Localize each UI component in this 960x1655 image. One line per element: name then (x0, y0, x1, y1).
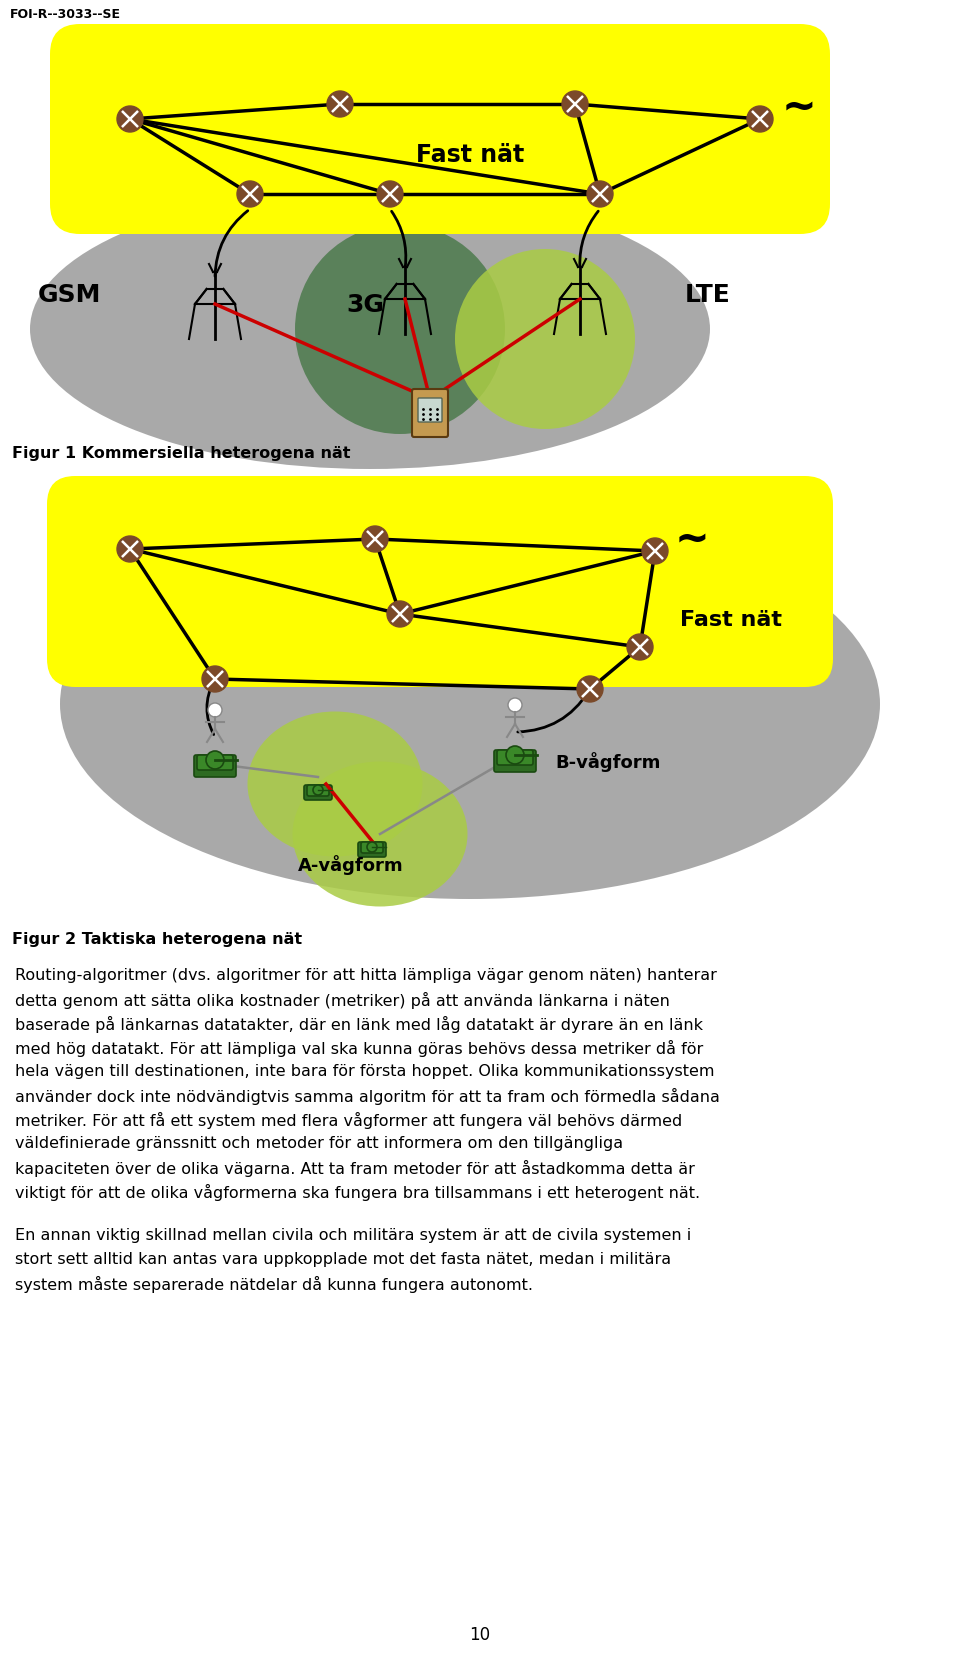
Text: Fast nät: Fast nät (416, 142, 524, 167)
Circle shape (577, 677, 603, 703)
FancyBboxPatch shape (50, 25, 830, 235)
FancyBboxPatch shape (412, 391, 448, 437)
Text: med hög datatakt. För att lämpliga val ska kunna göras behövs dessa metriker då : med hög datatakt. För att lämpliga val s… (15, 1039, 704, 1056)
Circle shape (587, 182, 613, 209)
Text: 10: 10 (469, 1625, 491, 1643)
FancyBboxPatch shape (304, 786, 332, 801)
Circle shape (313, 786, 323, 796)
Text: detta genom att sätta olika kostnader (metriker) på att använda länkarna i näten: detta genom att sätta olika kostnader (m… (15, 991, 670, 1008)
Circle shape (506, 746, 524, 765)
FancyBboxPatch shape (197, 756, 233, 771)
Text: ~: ~ (782, 88, 817, 129)
Circle shape (387, 602, 413, 627)
FancyBboxPatch shape (47, 477, 833, 687)
Text: ~: ~ (675, 518, 709, 561)
Text: kapaciteten över de olika vägarna. Att ta fram metoder för att åstadkomma detta : kapaciteten över de olika vägarna. Att t… (15, 1158, 695, 1177)
Circle shape (508, 698, 522, 713)
Text: Fast nät: Fast nät (680, 609, 782, 629)
Text: 3G: 3G (346, 293, 384, 316)
Text: LTE: LTE (685, 283, 731, 306)
Text: FOI-R--3033--SE: FOI-R--3033--SE (10, 8, 121, 22)
Circle shape (367, 842, 377, 852)
Ellipse shape (293, 761, 468, 907)
Circle shape (642, 538, 668, 564)
Circle shape (206, 751, 224, 770)
Text: Figur 2 Taktiska heterogena nät: Figur 2 Taktiska heterogena nät (12, 932, 302, 947)
Ellipse shape (248, 712, 422, 857)
Text: A-vågform: A-vågform (298, 854, 403, 874)
Text: Figur 1 Kommersiella heterogena nät: Figur 1 Kommersiella heterogena nät (12, 445, 350, 460)
Text: system måste separerade nätdelar då kunna fungera autonomt.: system måste separerade nätdelar då kunn… (15, 1276, 533, 1293)
Circle shape (117, 536, 143, 563)
FancyBboxPatch shape (497, 751, 533, 766)
Circle shape (237, 182, 263, 209)
Text: GSM: GSM (38, 283, 102, 306)
Circle shape (202, 667, 228, 692)
FancyBboxPatch shape (194, 756, 236, 778)
Text: metriker. För att få ett system med flera vågformer att fungera väl behövs därme: metriker. För att få ett system med fler… (15, 1111, 683, 1129)
Text: använder dock inte nödvändigtvis samma algoritm för att ta fram och förmedla såd: använder dock inte nödvändigtvis samma a… (15, 1087, 720, 1104)
Text: viktigt för att de olika vågformerna ska fungera bra tillsammans i ett heterogen: viktigt för att de olika vågformerna ska… (15, 1183, 700, 1200)
Ellipse shape (455, 250, 635, 430)
Text: B-vågform: B-vågform (555, 751, 660, 771)
Text: väldefinierade gränssnitt och metoder för att informera om den tillgängliga: väldefinierade gränssnitt och metoder fö… (15, 1135, 623, 1150)
Ellipse shape (60, 510, 880, 899)
Text: hela vägen till destinationen, inte bara för första hoppet. Olika kommunikations: hela vägen till destinationen, inte bara… (15, 1064, 714, 1079)
Text: stort sett alltid kan antas vara uppkopplade mot det fasta nätet, medan i militä: stort sett alltid kan antas vara uppkopp… (15, 1251, 671, 1266)
Circle shape (117, 108, 143, 132)
Ellipse shape (295, 225, 505, 435)
Text: baserade på länkarnas datatakter, där en länk med låg datatakt är dyrare än en l: baserade på länkarnas datatakter, där en… (15, 1016, 703, 1033)
Circle shape (377, 182, 403, 209)
FancyBboxPatch shape (307, 786, 329, 796)
Ellipse shape (30, 190, 710, 470)
Circle shape (627, 634, 653, 660)
FancyBboxPatch shape (494, 751, 536, 773)
Text: En annan viktig skillnad mellan civila och militära system är att de civila syst: En annan viktig skillnad mellan civila o… (15, 1228, 691, 1243)
FancyBboxPatch shape (361, 842, 383, 854)
FancyBboxPatch shape (418, 399, 442, 422)
Text: Routing-algoritmer (dvs. algoritmer för att hitta lämpliga vägar genom näten) ha: Routing-algoritmer (dvs. algoritmer för … (15, 968, 717, 983)
Circle shape (327, 93, 353, 118)
Circle shape (562, 93, 588, 118)
FancyBboxPatch shape (358, 842, 386, 857)
Circle shape (747, 108, 773, 132)
Circle shape (208, 703, 222, 718)
Circle shape (362, 526, 388, 553)
